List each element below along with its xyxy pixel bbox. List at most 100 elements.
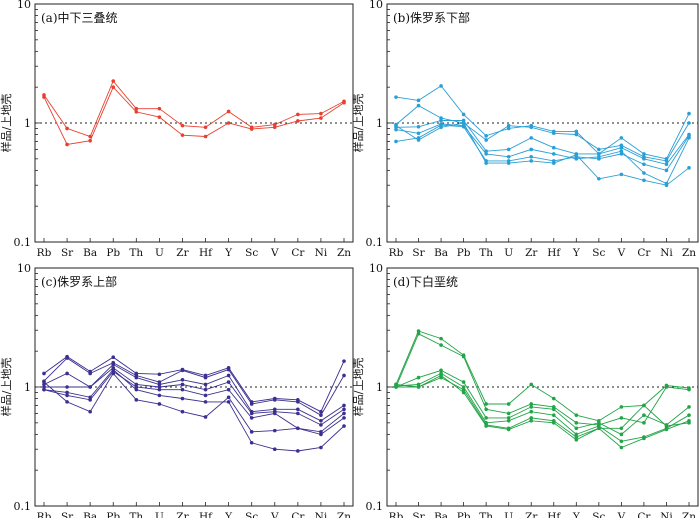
data-point [134, 382, 139, 387]
data-point [111, 79, 116, 83]
data-point [111, 371, 116, 376]
data-point [439, 373, 443, 378]
data-point [296, 407, 300, 412]
y-tick-label: 10 [17, 0, 31, 11]
series-line-3 [395, 372, 690, 442]
data-point [203, 375, 208, 380]
data-point [65, 142, 69, 147]
data-point [529, 154, 534, 159]
data-point [664, 162, 669, 167]
data-point [42, 95, 46, 99]
data-point [394, 127, 398, 132]
data-point [296, 119, 300, 123]
data-point [88, 409, 92, 414]
series-line-4 [395, 124, 690, 171]
data-point [42, 385, 46, 389]
x-tick-label: Sc [592, 511, 605, 518]
data-point [619, 172, 624, 177]
panel-title: (b)侏罗系下部 [393, 10, 470, 25]
x-tick-label: Ni [660, 247, 673, 259]
data-point [664, 424, 669, 428]
data-point [529, 405, 534, 409]
y-tick-label: 1 [376, 381, 383, 394]
x-tick-label: Pb [457, 511, 471, 518]
x-tick-label: U [155, 247, 164, 259]
data-point [687, 134, 691, 138]
data-point [203, 382, 208, 387]
data-point [439, 84, 443, 88]
data-point [642, 178, 646, 183]
data-point [296, 112, 300, 117]
data-point [461, 121, 466, 125]
data-point [88, 371, 92, 376]
data-point [574, 153, 579, 157]
data-point [461, 118, 466, 123]
data-point [461, 380, 466, 384]
data-point [506, 126, 511, 131]
data-point [416, 138, 421, 142]
x-tick-label: Sr [412, 247, 425, 259]
data-point [619, 149, 624, 153]
data-point [203, 387, 208, 392]
data-point [157, 402, 162, 406]
y-axis-label: 样品/上地壳 [0, 94, 13, 153]
data-point [619, 432, 624, 437]
data-point [574, 426, 579, 431]
data-point [597, 152, 601, 156]
data-point [203, 415, 208, 419]
data-point [249, 411, 254, 416]
data-point [88, 134, 92, 139]
x-tick-label: Zn [682, 511, 696, 518]
series-line-6 [43, 368, 345, 452]
x-tick-label: Rb [37, 247, 52, 259]
data-point [551, 396, 556, 401]
data-point [574, 432, 579, 437]
data-point [272, 411, 277, 416]
data-point [416, 329, 421, 333]
data-point [506, 416, 511, 420]
data-point [180, 409, 185, 414]
panel-title: (a)中下三叠统 [41, 10, 118, 25]
y-tick-label: 0.1 [14, 236, 32, 249]
y-tick-label: 1 [376, 117, 383, 130]
x-tick-label: Y [572, 511, 581, 518]
data-point [597, 157, 601, 161]
panel-title: (d)下白垩统 [393, 274, 458, 289]
x-tick-label: U [155, 511, 164, 518]
data-point [506, 147, 511, 152]
series-line-0 [395, 85, 690, 160]
data-point [272, 447, 277, 452]
data-point [597, 421, 601, 425]
data-point [226, 121, 231, 125]
data-point [157, 106, 162, 111]
chart-panel-3: 0.1 1 10 Rb Sr Ba Pb Th U Zr Hf Y Sc V Cr Ni Zn (d)下白垩统样品… [351, 262, 699, 522]
x-tick-label: Pb [106, 247, 120, 259]
data-point [597, 176, 601, 181]
data-point [574, 435, 579, 439]
x-tick-label: Zn [337, 247, 351, 259]
data-point [529, 382, 534, 387]
data-point [416, 382, 421, 387]
y-tick-label: 10 [17, 262, 31, 275]
series-line-1 [43, 86, 345, 145]
data-point [342, 359, 346, 363]
x-tick-label: Hf [199, 247, 213, 259]
data-point [687, 387, 691, 392]
x-tick-label: Sc [245, 247, 258, 259]
data-point [619, 445, 624, 450]
data-point [687, 121, 691, 125]
data-point [88, 398, 92, 402]
data-point [642, 162, 646, 167]
data-point [180, 368, 185, 373]
data-point [687, 413, 691, 417]
data-point [439, 368, 443, 373]
data-point [439, 118, 443, 123]
data-point [551, 145, 556, 150]
x-tick-label: Zr [176, 511, 189, 518]
data-point [484, 138, 488, 142]
data-point [529, 159, 534, 163]
data-point [226, 395, 231, 400]
data-point [134, 106, 139, 111]
data-point [319, 423, 323, 427]
series-line-1 [43, 357, 345, 416]
